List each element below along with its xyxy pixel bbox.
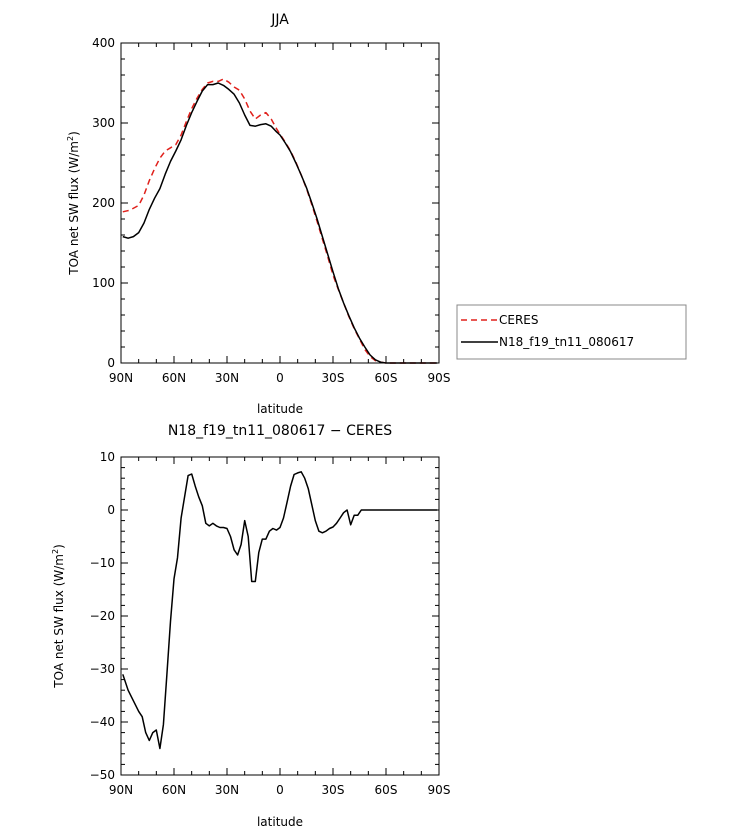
bottom-y-tick-label: −40 <box>90 715 115 729</box>
top-series-lines <box>122 78 438 364</box>
bottom-x-tick-label: 0 <box>276 783 284 797</box>
top-panel: JJA TOA net SW flux (W/m2) 90N 60N 30N 0 30S… <box>66 12 450 416</box>
top-chart-title: JJA <box>270 12 289 28</box>
top-series-line-ceres <box>122 78 438 364</box>
bottom-x-tick-label: 90S <box>428 783 451 797</box>
top-ticks <box>120 42 440 364</box>
bottom-x-tick-label: 30S <box>322 783 345 797</box>
bottom-x-tick-label: 30N <box>215 783 239 797</box>
top-x-tick-label: 90S <box>428 371 451 385</box>
top-x-tick-label: 30S <box>322 371 345 385</box>
top-y-tick-label: 400 <box>92 36 115 50</box>
bottom-tick-labels: 90N 60N 30N 0 30S 60S 90S −50 −40 −30 −20 −10 0 10 <box>90 450 451 797</box>
top-y-tick-label: 200 <box>92 196 115 210</box>
bottom-plot-frame <box>120 456 440 776</box>
bottom-y-tick-label: −50 <box>90 768 115 782</box>
bottom-chart-title: N18_f19_tn11_080617 − CERES <box>168 423 392 439</box>
top-x-tick-label: 0 <box>276 371 284 385</box>
bottom-x-tick-label: 60N <box>162 783 186 797</box>
bottom-x-axis-label: latitude <box>257 815 303 829</box>
top-x-axis-label: latitude <box>257 402 303 416</box>
top-x-tick-label: 60N <box>162 371 186 385</box>
bottom-y-axis-label: TOA net SW flux (W/m2) <box>51 544 66 689</box>
bottom-y-tick-label: −10 <box>90 556 115 570</box>
bottom-ticks <box>120 456 440 776</box>
bottom-y-tick-label: 0 <box>107 503 115 517</box>
legend-label-model: N18_f19_tn11_080617 <box>499 335 634 349</box>
bottom-x-tick-label: 90N <box>109 783 133 797</box>
bottom-y-tick-label: −30 <box>90 662 115 676</box>
top-tick-labels: 90N 60N 30N 0 30S 60S 90S 0 100 200 300 400 <box>92 36 450 385</box>
bottom-y-tick-label: −20 <box>90 609 115 623</box>
legend-label-ceres: CERES <box>499 313 539 327</box>
top-y-tick-label: 100 <box>92 276 115 290</box>
bottom-x-tick-label: 60S <box>375 783 398 797</box>
top-x-tick-label: 90N <box>109 371 133 385</box>
top-series-line-n18-f19-tn11-080617 <box>122 82 438 364</box>
top-y-tick-label: 300 <box>92 116 115 130</box>
legend: CERES N18_f19_tn11_080617 <box>456 304 687 360</box>
top-x-tick-label: 30N <box>215 371 239 385</box>
bottom-panel: N18_f19_tn11_080617 − CERES TOA net SW f… <box>51 423 450 829</box>
top-plot-frame <box>120 42 440 364</box>
bottom-y-tick-label: 10 <box>100 450 115 464</box>
bottom-series-line-0 <box>122 471 438 750</box>
legend-box <box>456 304 687 360</box>
top-y-axis-label: TOA net SW flux (W/m2) <box>66 131 81 276</box>
top-x-tick-label: 60S <box>375 371 398 385</box>
bottom-series-lines <box>122 471 438 750</box>
top-y-tick-label: 0 <box>107 356 115 370</box>
